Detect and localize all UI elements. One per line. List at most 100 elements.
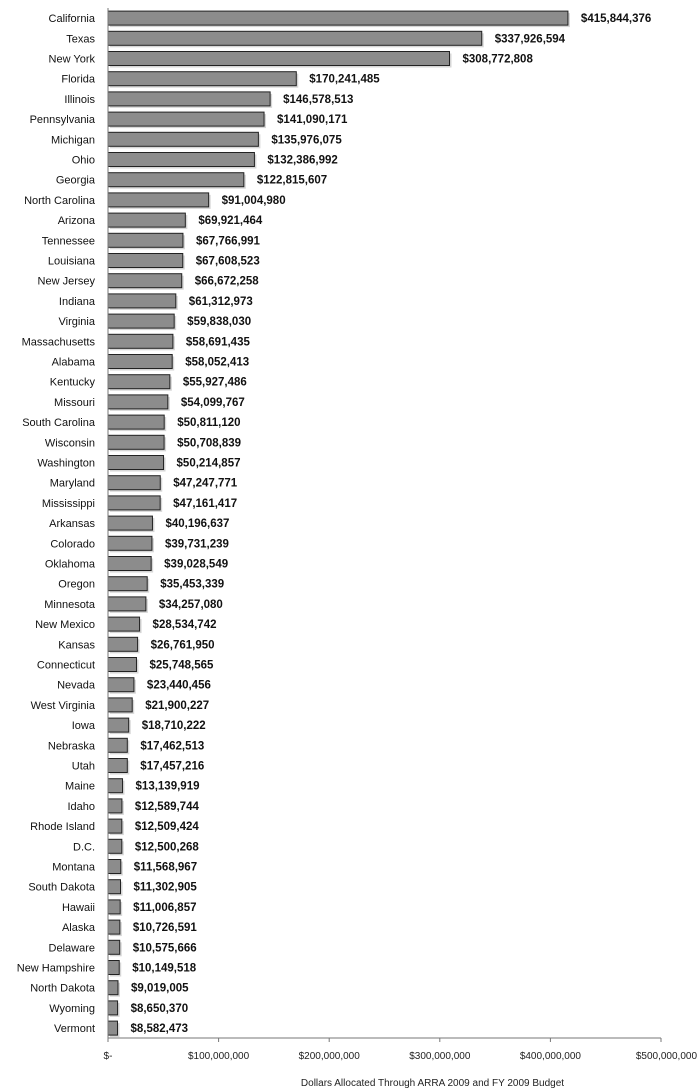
- bar-maryland: [107, 475, 161, 491]
- category-label: Maryland: [50, 478, 95, 490]
- bar-mississippi: [107, 495, 161, 511]
- value-label: $8,582,473: [130, 1023, 188, 1035]
- value-label: $8,650,370: [131, 1003, 189, 1015]
- value-label: $58,052,413: [185, 357, 249, 369]
- bar-north-carolina: [107, 192, 210, 208]
- bar-oregon: [107, 576, 148, 592]
- bar-minnesota: [107, 596, 147, 612]
- category-label: Kentucky: [50, 377, 96, 389]
- bar-washington: [107, 455, 165, 470]
- bar-nebraska: [107, 737, 128, 753]
- bar-new-jersey: [107, 273, 183, 289]
- value-label: $61,312,973: [189, 296, 253, 308]
- bar-missouri: [107, 394, 169, 410]
- value-label: $132,386,992: [267, 155, 337, 167]
- category-labels: California Texas New York Florida Illinois Pe…: [17, 13, 96, 1035]
- value-label: $34,257,080: [159, 599, 223, 611]
- bar-alabama: [107, 354, 173, 369]
- bar-florida: [107, 71, 297, 87]
- bar-south-dakota: [107, 879, 122, 895]
- bar-massachusetts: [107, 333, 174, 349]
- bar-arkansas: [107, 515, 153, 531]
- value-label: $26,761,950: [151, 639, 215, 651]
- value-label: $54,099,767: [181, 397, 245, 409]
- category-label: Massachusetts: [22, 336, 96, 348]
- value-label: $10,575,666: [133, 942, 197, 954]
- bar-indiana: [107, 293, 177, 309]
- x-tick-label: $-: [104, 1051, 113, 1062]
- value-label: $135,976,075: [271, 134, 342, 146]
- category-label: South Dakota: [28, 882, 96, 894]
- category-label: Delaware: [49, 942, 95, 954]
- bar-iowa: [107, 717, 130, 733]
- value-label: $12,589,744: [135, 801, 200, 813]
- category-label: Idaho: [67, 801, 95, 813]
- x-axis-title: Dollars Allocated Through ARRA 2009 and …: [301, 1078, 564, 1089]
- bar-new-hampshire: [107, 960, 120, 975]
- category-label: Mississippi: [42, 498, 95, 510]
- category-label: Montana: [52, 862, 96, 874]
- value-label: $28,534,742: [153, 619, 217, 631]
- category-label: Alabama: [52, 357, 96, 369]
- category-label: Connecticut: [37, 660, 95, 672]
- bar-michigan: [107, 131, 259, 147]
- category-label: Nevada: [57, 680, 96, 692]
- category-label: Wisconsin: [45, 437, 95, 449]
- bar-north-dakota: [107, 980, 119, 996]
- value-label: $47,161,417: [173, 498, 237, 510]
- bar-colorado: [107, 535, 153, 551]
- bar-wyoming: [107, 1000, 119, 1016]
- category-label: Maine: [65, 781, 95, 793]
- value-label: $67,608,523: [196, 256, 260, 268]
- bar-arizona: [107, 212, 186, 228]
- category-label: Wyoming: [49, 1003, 95, 1015]
- value-label: $66,672,258: [195, 276, 260, 288]
- value-label: $21,900,227: [145, 700, 209, 712]
- category-label: Oklahoma: [45, 559, 96, 571]
- value-label: $337,926,594: [495, 33, 566, 45]
- bar-delaware: [107, 939, 121, 955]
- category-label: Pennsylvania: [30, 114, 96, 126]
- value-label: $308,772,808: [463, 54, 534, 66]
- value-label: $11,568,967: [134, 862, 197, 874]
- category-label: Hawaii: [62, 902, 95, 914]
- category-label: Arizona: [58, 215, 96, 227]
- value-label: $9,019,005: [131, 983, 189, 995]
- bars-layer: [107, 10, 570, 1038]
- value-label: $50,708,839: [177, 437, 241, 449]
- value-label: $10,726,591: [133, 922, 198, 934]
- category-label: Texas: [66, 33, 95, 45]
- x-tick-label: $100,000,000: [188, 1051, 250, 1062]
- category-label: Arkansas: [49, 518, 95, 530]
- category-label: Virginia: [59, 316, 96, 328]
- x-tick-label: $500,000,000: [636, 1051, 698, 1062]
- category-label: Louisiana: [48, 256, 96, 268]
- value-label: $13,139,919: [136, 781, 200, 793]
- value-label: $17,462,513: [140, 740, 204, 752]
- category-label: Oregon: [58, 579, 95, 591]
- value-label: $35,453,339: [160, 579, 224, 591]
- category-label: Utah: [72, 761, 95, 773]
- value-label: $11,006,857: [133, 902, 196, 914]
- value-label: $170,241,485: [309, 74, 380, 86]
- x-tick-label: $200,000,000: [299, 1051, 361, 1062]
- bar-ohio: [107, 152, 255, 167]
- bar-connecticut: [107, 657, 137, 672]
- bar-oklahoma: [107, 556, 152, 571]
- bar-maine: [107, 778, 124, 794]
- bar-kentucky: [107, 374, 171, 390]
- value-label: $146,578,513: [283, 94, 353, 106]
- category-label: Minnesota: [44, 599, 96, 611]
- category-label: Iowa: [72, 720, 96, 732]
- value-label: $23,440,456: [147, 680, 211, 692]
- value-label: $47,247,771: [173, 478, 238, 490]
- bar-idaho: [107, 798, 123, 814]
- value-label: $59,838,030: [187, 316, 251, 328]
- category-label: Michigan: [51, 134, 95, 146]
- category-label: Colorado: [50, 538, 95, 550]
- value-label: $39,731,239: [165, 538, 229, 550]
- value-label: $69,921,464: [198, 215, 263, 227]
- bar-alaska: [107, 919, 121, 935]
- value-label: $141,090,171: [277, 114, 348, 126]
- value-label: $91,004,980: [222, 195, 286, 207]
